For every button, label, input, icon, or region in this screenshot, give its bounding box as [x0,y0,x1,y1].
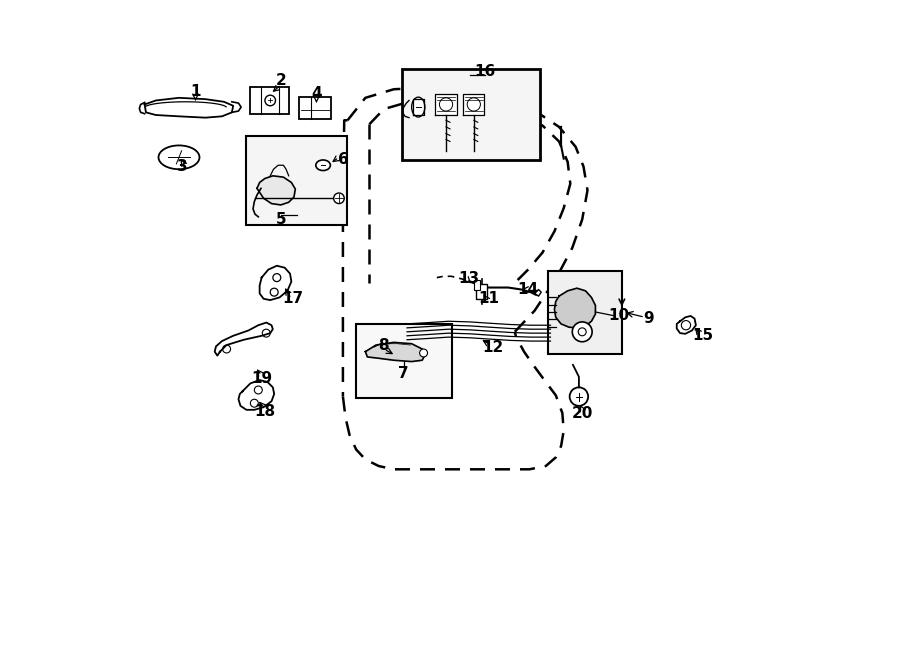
Polygon shape [259,266,292,300]
Text: 19: 19 [251,371,272,385]
Polygon shape [145,98,233,118]
Text: 4: 4 [311,87,322,101]
Ellipse shape [411,97,425,117]
Polygon shape [677,316,696,334]
Circle shape [265,95,275,106]
Bar [247,136,346,225]
Text: 10: 10 [608,309,629,323]
Polygon shape [464,94,484,115]
Circle shape [419,349,428,357]
Text: 8: 8 [379,338,389,352]
Polygon shape [238,380,274,410]
Polygon shape [257,176,295,205]
Circle shape [334,193,344,204]
Ellipse shape [316,160,330,171]
Text: 18: 18 [255,404,275,418]
Bar [300,97,331,119]
Bar [476,284,487,299]
Text: 11: 11 [478,292,499,306]
Text: 12: 12 [482,340,504,354]
Text: 2: 2 [276,73,287,88]
Text: 9: 9 [643,311,653,326]
Text: 1: 1 [190,84,201,98]
Text: 7: 7 [399,366,409,381]
Bar [402,69,540,160]
Polygon shape [554,288,596,328]
Text: 14: 14 [518,282,538,297]
Polygon shape [215,323,273,356]
Polygon shape [365,342,425,362]
Text: 20: 20 [572,406,593,420]
Bar [548,271,622,354]
Polygon shape [436,94,456,115]
Circle shape [570,387,588,406]
Text: 5: 5 [276,212,287,227]
Bar [250,87,289,114]
Text: 16: 16 [474,64,496,79]
Text: 3: 3 [177,159,187,174]
Text: 13: 13 [458,272,479,286]
Text: 17: 17 [282,292,303,306]
Circle shape [572,322,592,342]
Bar [473,280,481,290]
Ellipse shape [158,145,200,169]
Text: 6: 6 [338,153,348,167]
Text: 15: 15 [692,329,713,343]
Bar [356,324,452,398]
